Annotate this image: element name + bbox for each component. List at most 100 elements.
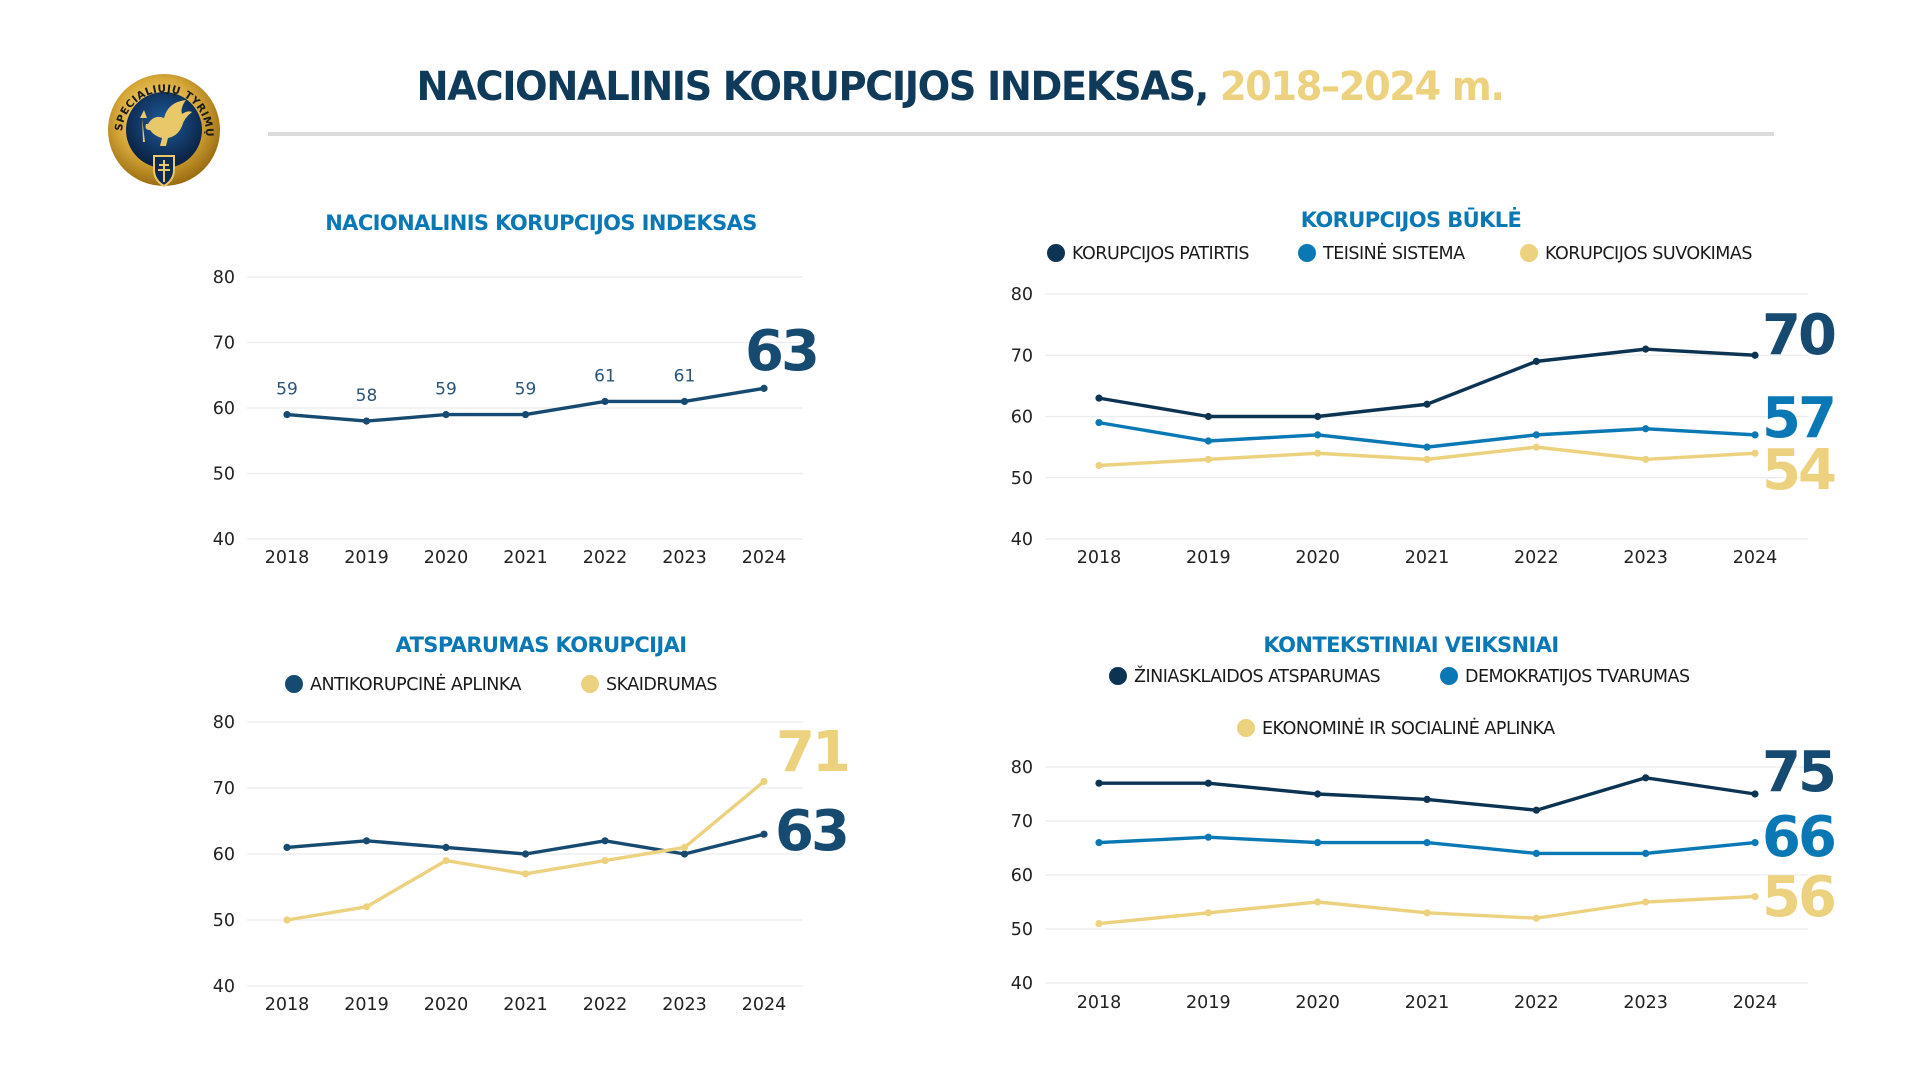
y-tick-label: 70 bbox=[213, 334, 235, 354]
legend-label: KORUPCIJOS SUVOKIMAS bbox=[1545, 244, 1752, 264]
x-tick-label: 2022 bbox=[583, 548, 628, 568]
data-point bbox=[1314, 431, 1322, 439]
data-point bbox=[1314, 790, 1322, 798]
y-tick-label: 70 bbox=[1011, 346, 1033, 366]
end-value-label: 66 bbox=[1762, 805, 1834, 870]
x-tick-label: 2023 bbox=[1623, 993, 1668, 1013]
x-tick-label: 2024 bbox=[742, 548, 787, 568]
data-point bbox=[1423, 443, 1431, 451]
y-tick-label: 70 bbox=[213, 779, 235, 799]
y-tick-label: 50 bbox=[1011, 469, 1033, 489]
data-point bbox=[1095, 394, 1103, 402]
x-tick-label: 2022 bbox=[1514, 993, 1559, 1013]
data-point bbox=[521, 850, 530, 858]
data-point bbox=[1532, 357, 1540, 365]
end-value-label: 63 bbox=[775, 799, 847, 864]
x-tick-label: 2021 bbox=[503, 995, 548, 1015]
data-point bbox=[1751, 431, 1759, 439]
x-tick-label: 2021 bbox=[503, 548, 548, 568]
data-point bbox=[760, 830, 768, 838]
y-tick-label: 40 bbox=[1011, 974, 1033, 994]
legend-marker-icon bbox=[1109, 667, 1127, 685]
chart-title: NACIONALINIS KORUPCIJOS INDEKSAS bbox=[325, 211, 757, 235]
x-tick-label: 2020 bbox=[424, 995, 469, 1015]
data-point bbox=[1204, 437, 1212, 445]
legend-label: ŽINIASKLAIDOS ATSPARUMAS bbox=[1134, 665, 1381, 687]
x-tick-label: 2020 bbox=[1295, 993, 1340, 1013]
data-point bbox=[760, 777, 768, 786]
data-point bbox=[1642, 774, 1650, 782]
end-value-label: 70 bbox=[1762, 303, 1835, 368]
data-point bbox=[283, 916, 291, 924]
data-point bbox=[1423, 400, 1431, 408]
data-point bbox=[1751, 839, 1759, 847]
end-value-label: 56 bbox=[1762, 865, 1834, 930]
data-point bbox=[442, 410, 450, 419]
x-tick-label: 2020 bbox=[1295, 548, 1340, 568]
x-tick-label: 2019 bbox=[344, 995, 389, 1015]
data-point bbox=[680, 843, 689, 852]
legend-label: EKONOMINĖ IR SOCIALINĖ APLINKA bbox=[1262, 718, 1555, 739]
data-point bbox=[1642, 455, 1650, 463]
data-point bbox=[1314, 839, 1322, 847]
x-tick-label: 2021 bbox=[1405, 993, 1450, 1013]
data-point bbox=[1314, 412, 1322, 421]
legend-label: ANTIKORUPCINĖ APLINKA bbox=[310, 674, 522, 695]
x-tick-label: 2023 bbox=[662, 548, 707, 568]
legend-marker-icon bbox=[1520, 244, 1538, 262]
data-point bbox=[1423, 455, 1431, 463]
legend-marker-icon bbox=[1237, 719, 1255, 737]
chart-title: KONTEKSTINIAI VEIKSNIAI bbox=[1263, 633, 1558, 657]
torch-icon bbox=[140, 110, 147, 142]
y-tick-label: 60 bbox=[1011, 408, 1033, 428]
data-point bbox=[1642, 425, 1650, 433]
series-line bbox=[1097, 776, 1757, 812]
data-point bbox=[442, 843, 450, 852]
x-tick-label: 2023 bbox=[1623, 548, 1668, 568]
y-tick-label: 40 bbox=[213, 977, 235, 997]
data-point bbox=[1204, 779, 1212, 787]
data-point bbox=[521, 870, 530, 878]
x-tick-label: 2023 bbox=[662, 995, 707, 1015]
x-tick-label: 2019 bbox=[1186, 548, 1231, 568]
y-tick-label: 70 bbox=[1011, 812, 1033, 832]
x-tick-label: 2018 bbox=[265, 995, 310, 1015]
y-tick-label: 60 bbox=[213, 399, 235, 419]
data-point bbox=[1204, 412, 1212, 421]
title-divider bbox=[268, 132, 1774, 136]
data-point bbox=[1095, 419, 1103, 427]
chart-title: KORUPCIJOS BŪKLĖ bbox=[1301, 207, 1522, 232]
data-point bbox=[1532, 849, 1540, 858]
y-tick-label: 50 bbox=[213, 911, 235, 931]
page-title-main: NACIONALINIS KORUPCIJOS INDEKSAS, bbox=[416, 64, 1209, 110]
data-point bbox=[1642, 345, 1650, 353]
end-value-label: 63 bbox=[745, 319, 817, 384]
y-tick-label: 40 bbox=[1011, 530, 1033, 550]
legend-label: SKAIDRUMAS bbox=[606, 675, 717, 695]
end-value-label: 71 bbox=[776, 720, 848, 785]
legend-marker-icon bbox=[581, 675, 599, 693]
data-label: 59 bbox=[276, 380, 298, 400]
data-point bbox=[362, 417, 371, 425]
data-point bbox=[601, 837, 609, 845]
agency-logo-emblem: SPECIALIŲJŲ TYRIMŲ TARNYBA bbox=[104, 72, 220, 188]
data-point bbox=[1423, 909, 1431, 917]
end-value-label: 57 bbox=[1762, 386, 1834, 451]
data-point bbox=[1751, 893, 1759, 901]
legend-label: DEMOKRATIJOS TVARUMAS bbox=[1465, 667, 1690, 687]
x-tick-label: 2024 bbox=[1733, 548, 1778, 568]
data-label: 61 bbox=[594, 366, 616, 386]
data-point bbox=[1314, 449, 1322, 457]
chart-title: ATSPARUMAS KORUPCIJAI bbox=[396, 633, 687, 657]
data-point bbox=[362, 903, 371, 911]
data-point bbox=[362, 837, 371, 845]
data-label: 61 bbox=[674, 366, 696, 386]
data-point bbox=[1204, 455, 1212, 463]
end-value-label: 75 bbox=[1762, 740, 1834, 805]
data-label: 59 bbox=[435, 380, 457, 400]
y-tick-label: 60 bbox=[1011, 866, 1033, 886]
data-point bbox=[601, 857, 609, 865]
y-tick-label: 80 bbox=[1011, 758, 1033, 778]
